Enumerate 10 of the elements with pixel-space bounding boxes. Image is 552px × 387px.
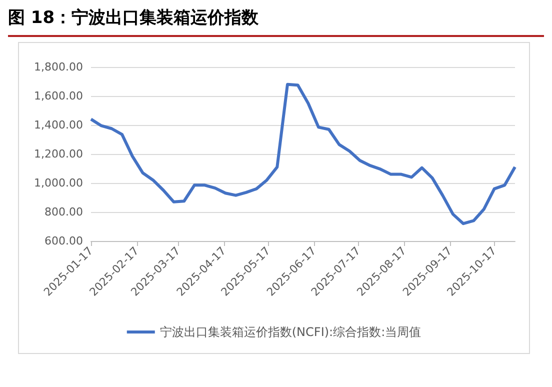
y-tick-label: 800.00 — [44, 206, 83, 218]
y-tick-label: 1,000.00 — [34, 176, 83, 190]
y-tick-label: 1,400.00 — [34, 118, 83, 132]
legend-label: 宁波出口集装箱运价指数(NCFI):综合指数:当周值 — [160, 325, 422, 339]
line-series — [90, 82, 516, 226]
y-tick-label: 1,600.00 — [34, 90, 83, 102]
chart-title: 图 18：宁波出口集装箱运价指数 — [8, 6, 544, 37]
y-tick-label: 1,800.00 — [34, 60, 83, 74]
y-tick-label: 600.00 — [44, 234, 83, 248]
y-tick-label: 1,200.00 — [34, 148, 83, 160]
